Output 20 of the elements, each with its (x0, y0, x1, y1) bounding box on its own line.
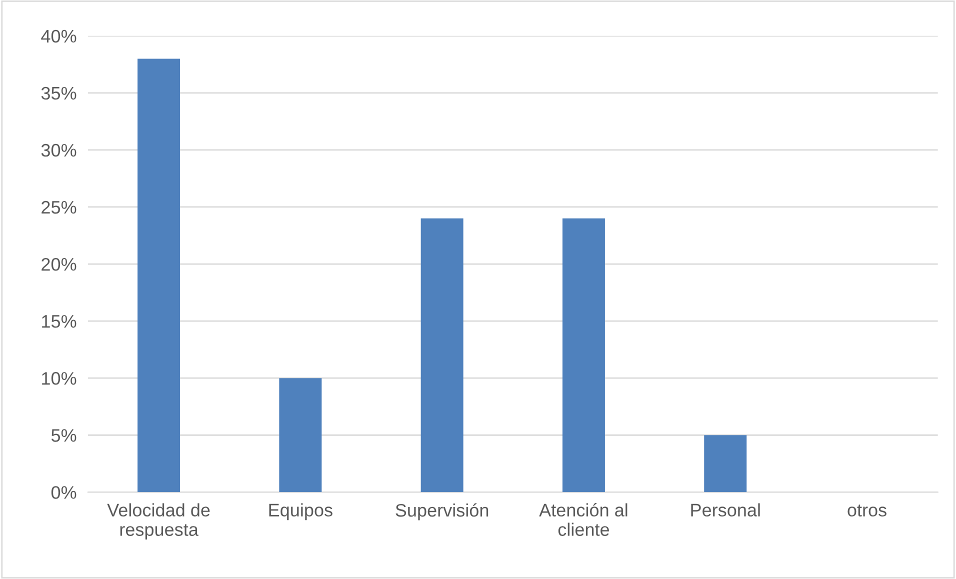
y-tick-label: 30% (41, 144, 76, 157)
bar (138, 58, 180, 492)
y-tick-label: 5% (51, 429, 76, 442)
y-tick-label: 0% (51, 486, 76, 499)
bar (562, 218, 605, 492)
y-tick-label: 20% (42, 258, 76, 271)
x-tick-label: Personal (691, 503, 760, 517)
bar (420, 218, 464, 492)
bar (279, 378, 322, 492)
x-tick-label: Atención al cliente (539, 503, 628, 536)
y-tick-label: 25% (42, 200, 76, 214)
y-tick-label: 35% (41, 86, 76, 100)
x-tick-label: Velocidad de respuesta (107, 503, 210, 540)
bar (704, 435, 747, 492)
x-tick-label: Supervisión (396, 503, 488, 520)
x-tick-label: Equipos (269, 503, 332, 520)
y-tick-label: 15% (42, 315, 76, 328)
y-tick-label: 40% (41, 30, 76, 43)
x-tick-label: otros (848, 504, 886, 517)
y-tick-label: 10% (42, 372, 76, 385)
